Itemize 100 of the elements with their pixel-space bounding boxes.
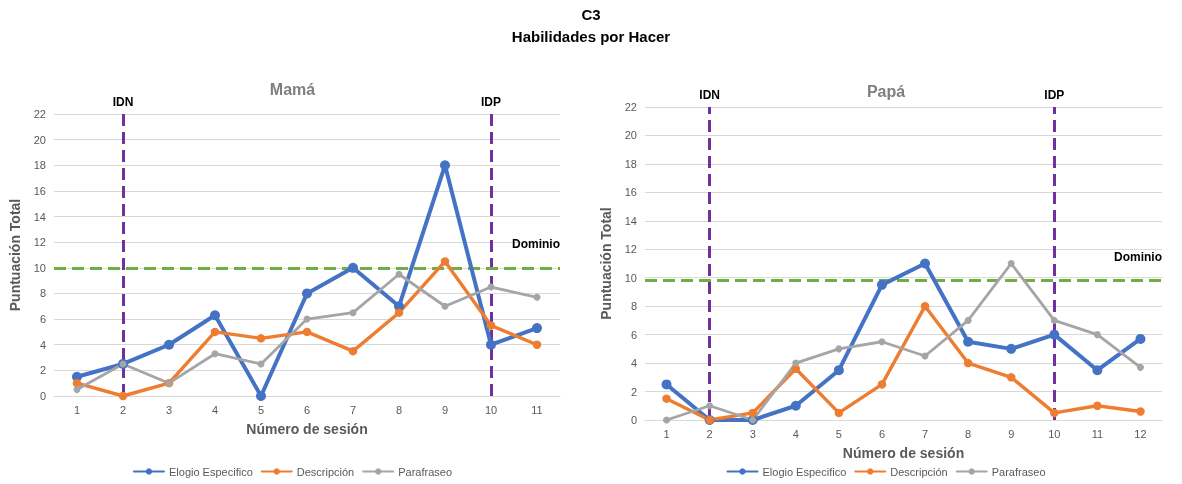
point (256, 391, 266, 401)
point (533, 293, 541, 301)
y-axis-title: Puntuación Total (598, 207, 614, 320)
point (395, 270, 403, 278)
y-axis-title: Puntuación Total (7, 198, 23, 312)
x-tick-label: 5 (257, 403, 265, 416)
point (748, 408, 757, 418)
x-tick-label: 5 (835, 427, 842, 440)
y-tick-label: 2 (630, 385, 637, 398)
legend-label: Elogio Especifico (762, 465, 847, 478)
point (486, 321, 496, 330)
ref-line-label: IDP (480, 95, 502, 109)
point (833, 365, 844, 376)
point (792, 359, 800, 367)
y-tick-label: 20 (33, 133, 46, 146)
point (348, 346, 358, 356)
x-tick-label: 8 (965, 427, 972, 440)
y-tick-label: 14 (624, 214, 637, 227)
text: Habilidades por Hacer (510, 27, 672, 47)
point (349, 309, 357, 317)
x-tick-label: 1 (73, 403, 81, 416)
y-tick-label: 4 (630, 357, 637, 370)
y-tick-label: 14 (33, 210, 46, 223)
y-tick-label: 16 (624, 186, 637, 199)
point (1006, 343, 1017, 354)
y-tick-label: 6 (39, 313, 46, 326)
x-axis-title: Número de sesión (842, 445, 965, 461)
point (1049, 329, 1060, 340)
x-tick-label: 12 (1134, 427, 1147, 440)
x-tick-label: 3 (165, 403, 173, 416)
y-tick-label: 12 (33, 236, 46, 249)
x-tick-label: 1 (663, 427, 670, 440)
x-tick-label: 8 (395, 403, 403, 416)
y-tick-label: 0 (630, 414, 637, 426)
point (73, 386, 81, 394)
point (877, 380, 887, 389)
point (302, 288, 312, 299)
legend-label: Parafraseo (991, 465, 1046, 478)
y-tick-label: 22 (624, 101, 637, 113)
point (834, 408, 844, 418)
x-tick-label: 9 (441, 403, 449, 416)
x-tick-label: 10 (1048, 427, 1061, 440)
text: C3 (580, 5, 602, 25)
legend-label: Descripción (296, 465, 355, 478)
ref-line-label: Dominio (1114, 249, 1162, 264)
ref-line-label: IDN (699, 88, 720, 102)
point (1006, 373, 1016, 382)
point (486, 339, 496, 350)
x-tick-label: 4 (792, 427, 799, 440)
x-axis-title: Número de sesión (246, 421, 368, 437)
x-tick-label: 7 (921, 427, 929, 440)
y-tick-label: 12 (624, 243, 637, 256)
chart-title: Papá (866, 82, 906, 100)
y-tick-label: 18 (33, 159, 46, 172)
point (920, 301, 930, 311)
point (963, 358, 973, 368)
point (963, 336, 974, 347)
point (661, 379, 672, 390)
x-tick-label: 2 (706, 427, 713, 440)
chart-title: Mamá (269, 80, 316, 98)
x-tick-label: 11 (1091, 427, 1104, 440)
x-tick-label: 2 (119, 403, 127, 416)
point (876, 279, 887, 290)
x-tick-label: 6 (878, 427, 886, 440)
point (532, 340, 542, 349)
point (1093, 401, 1102, 411)
point (1007, 260, 1015, 267)
point (441, 302, 449, 310)
point (662, 394, 671, 403)
y-tick-label: 2 (39, 364, 46, 377)
y-tick-label: 20 (624, 129, 637, 142)
point (835, 345, 843, 353)
x-tick-label: 7 (349, 403, 357, 416)
y-tick-label: 10 (33, 261, 46, 274)
point (706, 402, 714, 410)
y-tick-label: 8 (39, 287, 46, 300)
y-tick-label: 10 (624, 271, 637, 284)
x-tick-label: 3 (749, 427, 756, 440)
point (1092, 365, 1103, 376)
point (1136, 407, 1145, 416)
point (1093, 331, 1101, 339)
legend-label: Descripción (890, 465, 948, 478)
x-tick-label: 11 (531, 403, 543, 416)
point (210, 310, 220, 321)
point (1136, 363, 1144, 371)
ref-line-label: IDN (112, 95, 134, 109)
point (663, 416, 671, 424)
legend-label: Parafraseo (398, 465, 453, 478)
ref-line-label: Dominio (512, 236, 560, 251)
y-tick-label: 18 (624, 157, 637, 170)
point (1050, 316, 1058, 324)
y-tick-label: 22 (33, 108, 46, 120)
point (210, 327, 220, 337)
point (302, 327, 312, 337)
x-tick-label: 4 (211, 403, 219, 416)
point (964, 316, 972, 324)
point (532, 323, 542, 334)
point (256, 334, 266, 343)
x-tick-label: 10 (484, 403, 498, 416)
y-tick-label: 8 (630, 300, 637, 313)
